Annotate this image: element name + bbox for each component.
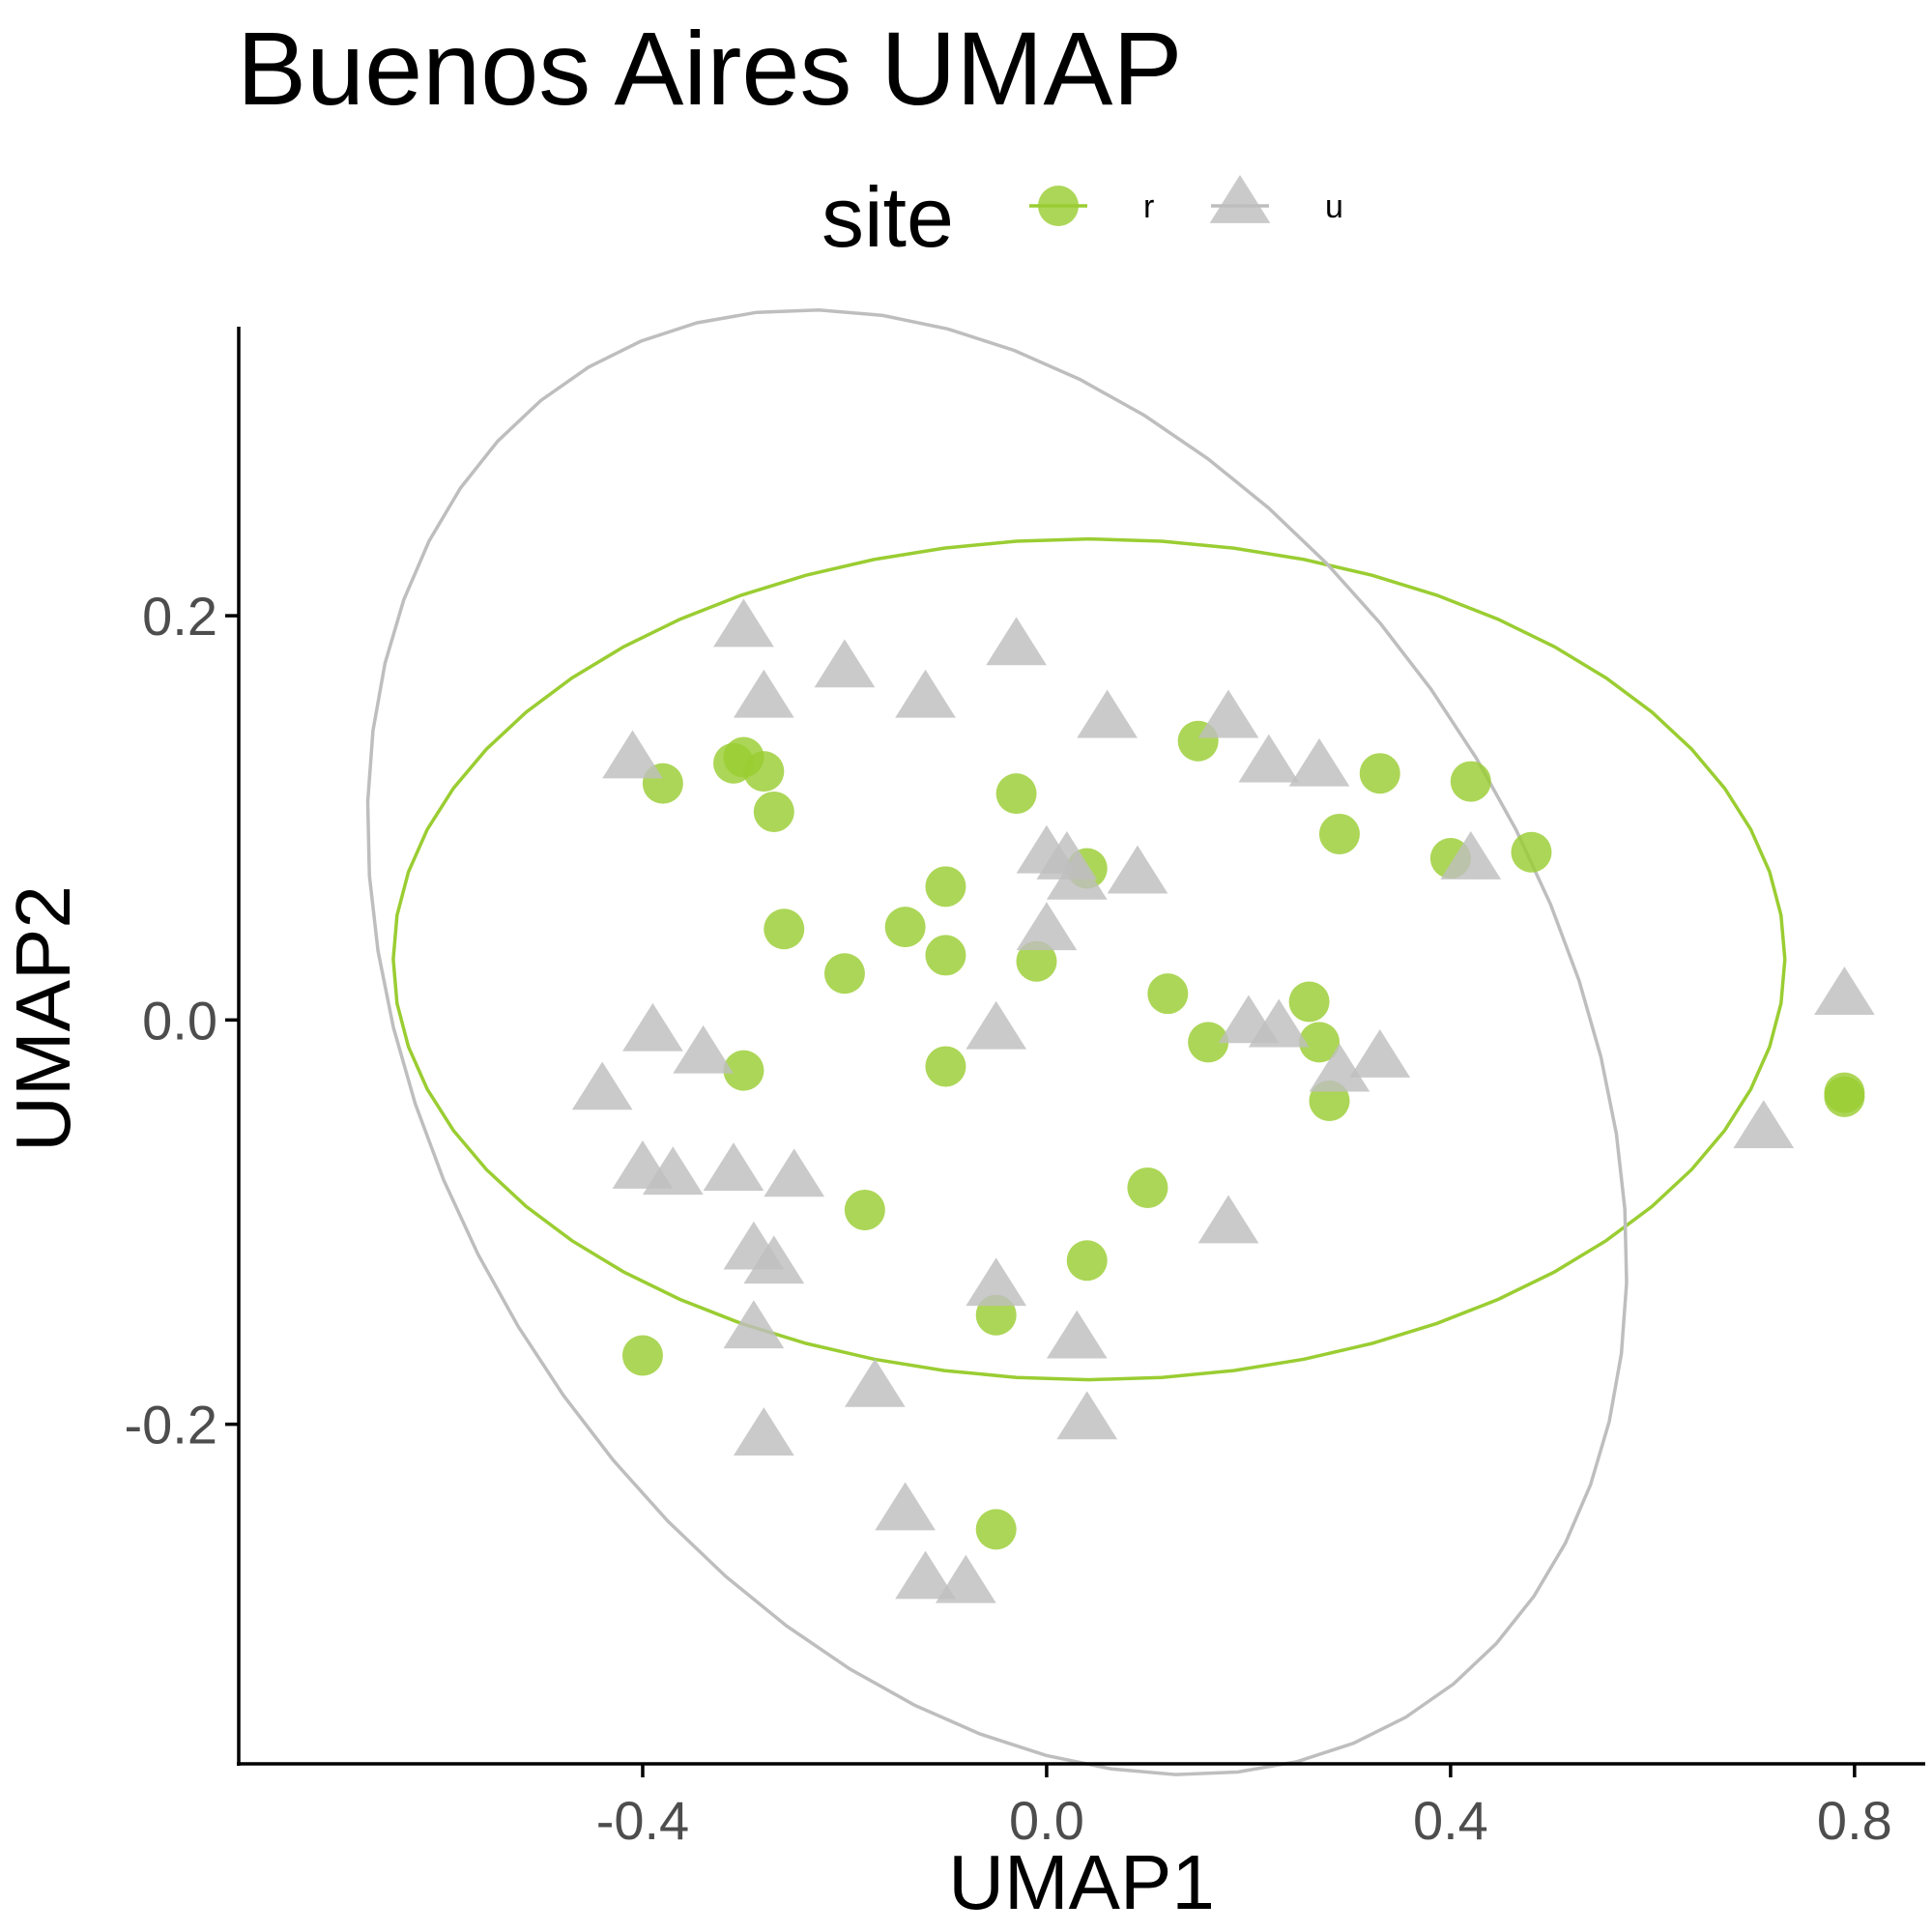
axes: -0.4 0.0 0.4 0.8 -0.2 0.0 0.2 [125, 327, 1925, 1851]
point-u-24 [571, 1061, 633, 1110]
point-r-19 [1147, 973, 1189, 1015]
point-u-38 [733, 1407, 794, 1456]
point-u-25 [1733, 1100, 1795, 1149]
point-u-34 [1046, 1310, 1108, 1359]
point-r-5 [995, 773, 1037, 815]
point-r-27 [1824, 1076, 1865, 1117]
legend-key-r [1038, 186, 1079, 226]
point-u-29 [764, 1148, 825, 1197]
point-r-23 [723, 1050, 764, 1091]
point-r-7 [1359, 753, 1400, 794]
point-r-21 [1188, 1022, 1229, 1063]
ellipses-layer [365, 307, 1787, 1776]
point-u-4 [895, 669, 956, 718]
point-u-7 [602, 730, 663, 779]
point-u-14 [1440, 831, 1502, 879]
point-r-13 [925, 866, 966, 908]
point-u-30 [1197, 1195, 1259, 1244]
point-r-9 [1318, 813, 1360, 854]
point-u-32 [743, 1235, 805, 1284]
point-u-37 [1056, 1391, 1118, 1440]
y-tick-label: 0.0 [142, 990, 217, 1051]
x-ticks: -0.4 0.0 0.4 0.8 [596, 1764, 1892, 1851]
point-u-36 [844, 1358, 906, 1407]
y-tick-label: -0.2 [125, 1395, 218, 1456]
ellipse-r [391, 536, 1787, 1382]
legend-label-r: r [1143, 188, 1154, 225]
point-u-17 [622, 1002, 683, 1052]
plot-area [365, 307, 1875, 1776]
point-r-4 [753, 791, 794, 832]
point-u-40 [895, 1550, 956, 1600]
point-r-11 [1511, 831, 1552, 873]
point-r-14 [764, 908, 805, 950]
point-u-21 [673, 1024, 735, 1074]
y-ticks: -0.2 0.0 0.2 [125, 586, 239, 1456]
point-r-32 [621, 1335, 663, 1376]
legend-key-u [1209, 175, 1271, 223]
y-axis-title: UMAP2 [0, 885, 86, 1152]
point-u-5 [1077, 689, 1138, 738]
point-u-27 [642, 1146, 704, 1196]
point-r-18 [1016, 940, 1057, 982]
point-u-2 [814, 639, 876, 688]
point-u-20 [1248, 998, 1310, 1048]
point-r-16 [823, 953, 865, 995]
point-r-17 [925, 935, 966, 976]
point-r-28 [844, 1189, 885, 1230]
legend-title: site [822, 169, 954, 265]
point-u-13 [1107, 845, 1168, 894]
points-layer [571, 598, 1875, 1603]
point-r-30 [1066, 1240, 1108, 1282]
point-u-23 [1309, 1043, 1370, 1092]
point-r-8 [1450, 761, 1491, 802]
x-tick-label: 0.0 [1009, 1790, 1084, 1851]
y-tick-label: 0.2 [142, 586, 217, 647]
point-u-15 [1016, 902, 1078, 951]
point-r-22 [1299, 1022, 1341, 1063]
chart-title: Buenos Aires UMAP [237, 10, 1182, 127]
x-tick-label: 0.8 [1817, 1790, 1892, 1851]
point-u-41 [935, 1554, 996, 1603]
point-r-24 [925, 1046, 966, 1087]
point-r-33 [975, 1509, 1017, 1550]
point-u-8 [1238, 734, 1300, 783]
point-u-28 [703, 1142, 764, 1191]
point-u-9 [1288, 737, 1350, 787]
x-axis-title: UMAP1 [948, 1839, 1215, 1925]
point-u-6 [1197, 689, 1259, 738]
point-r-29 [1127, 1167, 1168, 1208]
point-u-22 [1349, 1029, 1411, 1078]
point-u-3 [733, 669, 794, 718]
x-tick-label: 0.4 [1413, 1790, 1488, 1851]
point-r-15 [884, 907, 926, 948]
point-u-39 [875, 1482, 937, 1531]
point-u-1 [986, 617, 1047, 666]
point-r-3 [743, 751, 785, 793]
point-u-33 [966, 1257, 1027, 1307]
point-u-12 [1046, 851, 1108, 900]
legend-label-u: u [1325, 188, 1343, 225]
point-r-20 [1288, 981, 1330, 1023]
point-u-0 [713, 598, 774, 648]
point-u-35 [723, 1300, 785, 1349]
point-u-16 [1814, 966, 1875, 1016]
x-tick-label: -0.4 [596, 1790, 690, 1851]
ellipse-u [365, 307, 1629, 1776]
point-u-18 [966, 1000, 1027, 1050]
